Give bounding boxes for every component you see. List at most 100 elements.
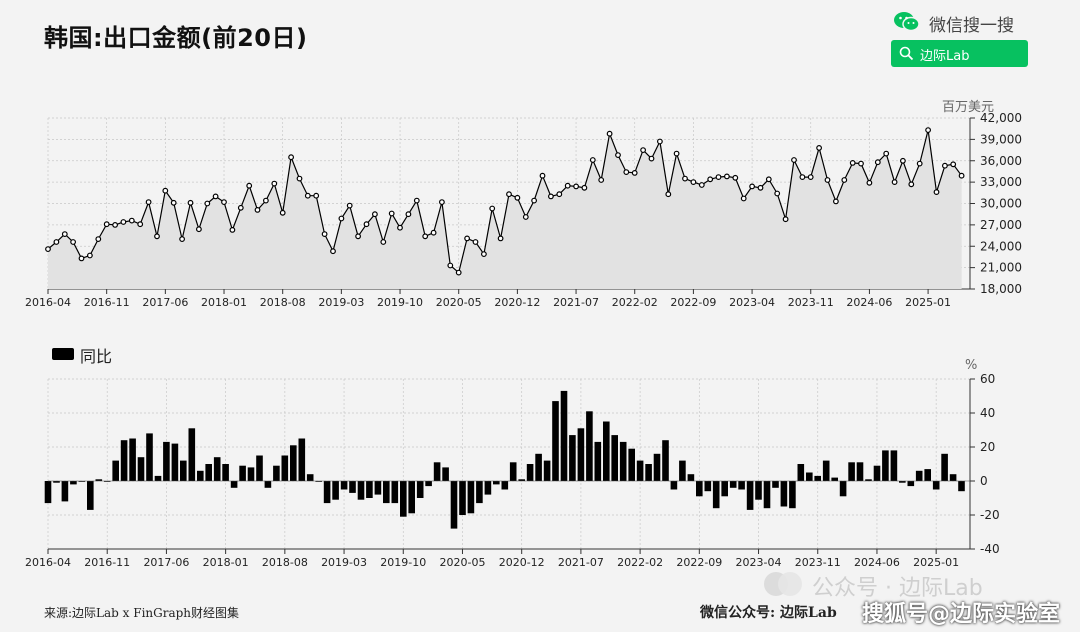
data-point (849, 159, 856, 166)
data-point (221, 199, 227, 206)
data-point (874, 159, 881, 166)
y-tick-label: 24,000 (980, 239, 1022, 253)
wechat-search-brand[interactable]: 微信搜一搜 (893, 10, 1043, 36)
bar (670, 481, 678, 490)
x-tick-label: 2016-04 (25, 556, 71, 569)
bar (120, 440, 128, 481)
data-point (598, 177, 605, 183)
bar (941, 453, 948, 481)
bar (729, 481, 737, 488)
data-point (195, 226, 202, 233)
data-point (514, 194, 521, 201)
bar (560, 390, 568, 481)
data-point (313, 192, 320, 199)
bar (205, 464, 212, 481)
bar (501, 481, 509, 490)
bar (831, 477, 838, 481)
data-point (833, 198, 839, 205)
bar (298, 438, 306, 481)
top-chart-unit: 百万美元 (942, 100, 995, 115)
data-point (942, 162, 948, 169)
data-point (179, 236, 186, 243)
data-point (539, 172, 546, 179)
data-point (765, 176, 772, 183)
x-tick-label: 2023-11 (795, 556, 841, 569)
bar (746, 481, 754, 510)
bar (171, 443, 179, 481)
data-point (103, 221, 110, 228)
bar (712, 481, 720, 509)
bar (180, 460, 187, 481)
y-tick-label: 30,000 (980, 197, 1022, 211)
data-point (581, 184, 588, 191)
data-point (757, 184, 764, 191)
data-point (950, 161, 957, 168)
data-point (522, 214, 529, 220)
x-tick-label: 2020-12 (499, 556, 545, 569)
bar (797, 464, 805, 481)
bar (509, 462, 517, 481)
search-text: 边际Lab (920, 49, 970, 64)
bar (137, 457, 145, 481)
data-point (254, 206, 261, 213)
bar (526, 464, 534, 481)
area-fill (48, 130, 962, 289)
data-point (908, 181, 915, 188)
data-point (61, 231, 68, 238)
bar (569, 435, 576, 481)
bar (704, 481, 712, 492)
bar (154, 475, 162, 481)
bar (349, 481, 356, 493)
x-tick-label: 2025-01 (905, 296, 951, 309)
data-point (288, 154, 295, 161)
data-point (78, 255, 85, 262)
x-tick-label: 2018-08 (260, 296, 306, 309)
bar (391, 481, 399, 504)
data-point (95, 236, 102, 243)
y-tick-label: 33,000 (980, 175, 1022, 189)
bar (780, 481, 788, 507)
x-tick-label: 2020-05 (436, 296, 482, 309)
x-tick-label: 2021-07 (553, 296, 599, 309)
chart-title: 韩国:出口金额(前20日) (44, 24, 308, 52)
data-point (556, 191, 563, 198)
data-point (279, 209, 286, 216)
bar (78, 481, 86, 482)
bar (188, 428, 196, 481)
data-point (732, 174, 739, 181)
bar (264, 481, 272, 488)
data-point (640, 147, 646, 154)
data-point (120, 219, 127, 225)
data-point (330, 248, 336, 255)
data-point (615, 152, 621, 159)
x-tick-label: 2019-10 (380, 556, 426, 569)
legend-label: 同比 (80, 347, 113, 366)
bar (61, 481, 69, 502)
bar (738, 481, 745, 490)
search-button[interactable]: 边际Lab (891, 40, 1028, 67)
data-point (682, 175, 688, 182)
y-tick-label: 27,000 (980, 218, 1022, 232)
x-tick-label: 2016-11 (84, 556, 130, 569)
data-point (355, 233, 362, 240)
data-point (472, 239, 479, 245)
data-point (439, 199, 445, 206)
bottom-chart-unit: % (965, 358, 978, 373)
data-point (573, 183, 579, 190)
bar (958, 481, 965, 492)
data-point (137, 221, 144, 228)
bar (636, 460, 644, 481)
data-point (715, 174, 722, 181)
bar (306, 474, 314, 481)
data-point (45, 246, 51, 253)
bar (357, 481, 365, 500)
bar (484, 481, 492, 495)
data-point (447, 262, 454, 269)
x-tick-label: 2019-03 (318, 296, 364, 309)
bar (213, 457, 221, 481)
bar (366, 481, 373, 498)
bar (315, 481, 322, 482)
x-tick-label: 2020-12 (494, 296, 540, 309)
bar (789, 481, 796, 509)
